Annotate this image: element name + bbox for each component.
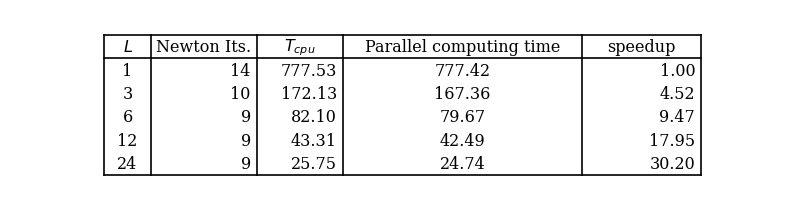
Text: 172.13: 172.13: [281, 85, 337, 102]
Text: 25.75: 25.75: [291, 155, 337, 172]
Text: 4.52: 4.52: [659, 85, 696, 102]
Text: 30.20: 30.20: [649, 155, 696, 172]
Text: 10: 10: [230, 85, 251, 102]
Text: $L$: $L$: [123, 39, 133, 56]
Text: 17.95: 17.95: [649, 132, 696, 149]
Text: 167.36: 167.36: [435, 85, 490, 102]
Text: 6: 6: [123, 109, 133, 126]
Text: 82.10: 82.10: [291, 109, 337, 126]
Text: 9: 9: [241, 132, 251, 149]
Text: 43.31: 43.31: [291, 132, 337, 149]
Text: 1.00: 1.00: [659, 62, 696, 79]
Text: speedup: speedup: [608, 39, 676, 56]
Text: 79.67: 79.67: [439, 109, 486, 126]
Text: 777.42: 777.42: [435, 62, 490, 79]
Text: 777.53: 777.53: [281, 62, 337, 79]
Text: 14: 14: [230, 62, 251, 79]
Text: 3: 3: [123, 85, 133, 102]
Text: 9.47: 9.47: [659, 109, 696, 126]
Text: Newton Its.: Newton Its.: [156, 39, 252, 56]
Text: 24.74: 24.74: [439, 155, 486, 172]
Text: 9: 9: [241, 155, 251, 172]
Text: 1: 1: [123, 62, 133, 79]
Text: 9: 9: [241, 109, 251, 126]
Text: 12: 12: [117, 132, 138, 149]
Text: 24: 24: [117, 155, 138, 172]
Text: 42.49: 42.49: [439, 132, 486, 149]
Text: Parallel computing time: Parallel computing time: [365, 39, 560, 56]
Text: $T_{cpu}$: $T_{cpu}$: [285, 37, 316, 58]
